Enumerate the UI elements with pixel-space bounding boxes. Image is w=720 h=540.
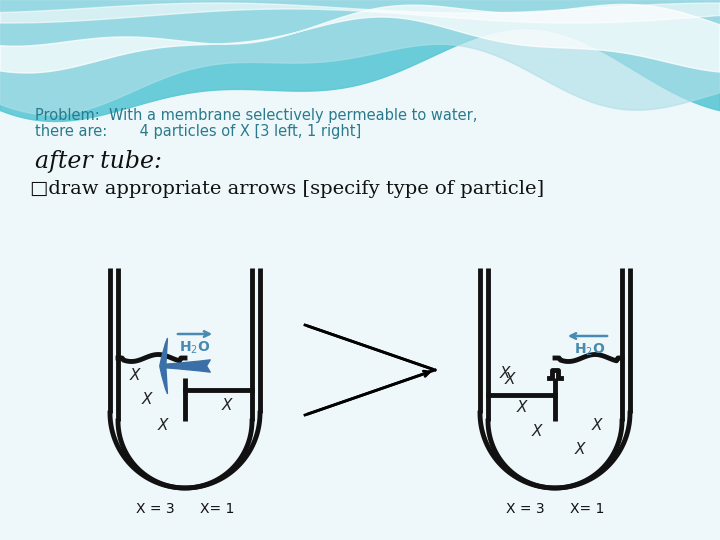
Text: X: X: [517, 401, 527, 415]
Text: X: X: [505, 373, 516, 388]
Text: □draw appropriate arrows [specify type of particle]: □draw appropriate arrows [specify type o…: [30, 180, 544, 198]
Text: X= 1: X= 1: [570, 502, 604, 516]
Text: X: X: [142, 393, 152, 408]
Text: X: X: [592, 417, 602, 433]
Text: X = 3: X = 3: [505, 502, 544, 516]
Text: X: X: [130, 368, 140, 382]
Text: there are:       4 particles of X [3 left, 1 right]: there are: 4 particles of X [3 left, 1 r…: [35, 124, 361, 139]
Text: after tube:: after tube:: [35, 150, 162, 173]
Text: X: X: [222, 397, 233, 413]
Text: X: X: [532, 424, 542, 440]
Text: X: X: [575, 442, 585, 457]
Text: H$_2$O: H$_2$O: [179, 340, 211, 356]
Text: Problem:  With a membrane selectively permeable to water,: Problem: With a membrane selectively per…: [35, 108, 477, 123]
Text: X: X: [158, 417, 168, 433]
Text: X: X: [500, 366, 510, 381]
Text: H$_2$O: H$_2$O: [575, 342, 606, 359]
Text: X = 3: X = 3: [135, 502, 174, 516]
Text: X= 1: X= 1: [200, 502, 234, 516]
